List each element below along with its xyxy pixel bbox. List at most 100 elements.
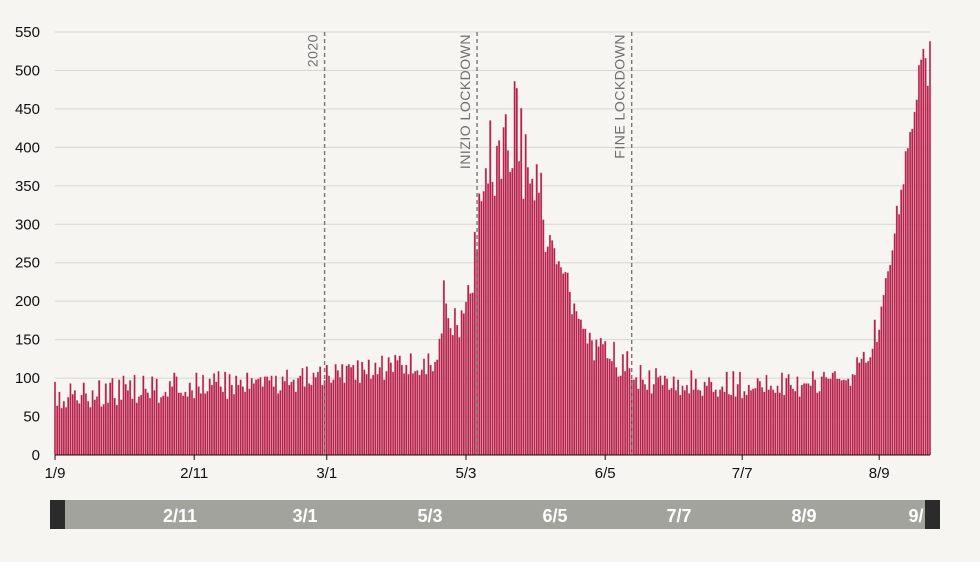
bar bbox=[232, 394, 236, 456]
bar bbox=[495, 145, 498, 456]
bar bbox=[416, 370, 419, 456]
bar bbox=[352, 364, 355, 456]
bar bbox=[482, 191, 485, 456]
range-handle-left[interactable] bbox=[50, 500, 65, 529]
bar bbox=[692, 389, 695, 456]
bar bbox=[688, 393, 691, 456]
bar bbox=[747, 384, 750, 456]
bar bbox=[241, 386, 244, 456]
bar bbox=[350, 367, 353, 456]
bar bbox=[100, 406, 103, 456]
bar bbox=[177, 392, 180, 456]
bar bbox=[440, 333, 443, 456]
range-label: 9/ bbox=[908, 506, 923, 526]
bar bbox=[703, 381, 706, 456]
bar bbox=[838, 378, 841, 456]
bar bbox=[62, 401, 65, 456]
bar bbox=[356, 360, 359, 456]
bar bbox=[551, 240, 554, 456]
bar bbox=[299, 375, 302, 456]
bar bbox=[544, 251, 547, 456]
bar bbox=[884, 277, 887, 456]
bar bbox=[151, 376, 154, 456]
bar bbox=[860, 358, 863, 456]
bar bbox=[586, 343, 589, 456]
bar bbox=[593, 360, 596, 456]
bar bbox=[553, 247, 556, 456]
bar bbox=[506, 150, 509, 456]
range-selector[interactable]: 2/11 3/1 5/3 6/5 7/7 8/9 9/ bbox=[50, 500, 940, 529]
bar bbox=[221, 391, 224, 456]
bar bbox=[467, 284, 470, 456]
bar bbox=[126, 390, 129, 456]
bar bbox=[409, 353, 412, 456]
bar bbox=[206, 391, 209, 456]
bar bbox=[559, 267, 563, 456]
bar bbox=[761, 387, 764, 456]
bar bbox=[418, 374, 421, 456]
y-tick-label: 100 bbox=[15, 370, 40, 387]
bar bbox=[820, 376, 823, 456]
bar bbox=[624, 371, 627, 456]
bar bbox=[334, 364, 337, 456]
bar bbox=[341, 364, 344, 456]
bar bbox=[873, 319, 876, 456]
y-axis: 0 50 100 150 200 250 300 350 400 450 500 550 bbox=[15, 24, 40, 464]
range-label: 7/7 bbox=[666, 506, 691, 526]
bar bbox=[752, 388, 755, 456]
bar bbox=[82, 382, 85, 456]
bar bbox=[336, 370, 339, 456]
bar bbox=[228, 374, 231, 456]
bar bbox=[803, 383, 806, 456]
y-tick-label: 350 bbox=[15, 178, 40, 195]
bar bbox=[917, 64, 920, 456]
bar bbox=[811, 371, 814, 456]
bar bbox=[533, 200, 536, 456]
range-handle-right[interactable] bbox=[925, 500, 940, 529]
bar bbox=[522, 198, 525, 456]
bar bbox=[906, 148, 909, 456]
bar bbox=[259, 377, 262, 456]
bar bbox=[294, 391, 297, 456]
bar bbox=[257, 378, 260, 456]
bar bbox=[763, 391, 766, 456]
bar bbox=[754, 387, 757, 456]
bar bbox=[396, 360, 399, 456]
bar bbox=[758, 381, 761, 456]
bar bbox=[535, 164, 538, 456]
bar bbox=[641, 379, 644, 456]
bar bbox=[235, 375, 238, 456]
bar bbox=[445, 303, 448, 456]
range-track[interactable] bbox=[50, 500, 940, 529]
annotation-label: FINE LOCKDOWN bbox=[612, 34, 628, 159]
bar bbox=[263, 376, 266, 456]
bar bbox=[182, 395, 185, 456]
bar bbox=[80, 394, 83, 456]
bar bbox=[794, 391, 797, 456]
bar bbox=[668, 389, 671, 456]
bar bbox=[281, 376, 284, 456]
y-tick-label: 550 bbox=[15, 24, 40, 41]
bar bbox=[787, 374, 790, 456]
bar bbox=[314, 377, 317, 456]
bar bbox=[862, 351, 865, 456]
bar bbox=[701, 395, 704, 456]
bar bbox=[858, 362, 861, 456]
bar bbox=[471, 292, 474, 456]
bar bbox=[555, 264, 558, 456]
bar bbox=[71, 394, 74, 456]
bar bbox=[243, 391, 247, 456]
bar bbox=[224, 371, 227, 456]
bar bbox=[683, 390, 686, 456]
bar bbox=[219, 386, 222, 456]
bar bbox=[582, 328, 585, 456]
bar bbox=[69, 383, 72, 456]
bar bbox=[599, 337, 602, 456]
bar bbox=[339, 377, 342, 456]
bar bbox=[825, 377, 828, 456]
bar bbox=[290, 381, 293, 456]
bar bbox=[305, 366, 308, 456]
bar bbox=[900, 189, 903, 456]
bar bbox=[76, 400, 79, 456]
bar bbox=[135, 402, 138, 456]
